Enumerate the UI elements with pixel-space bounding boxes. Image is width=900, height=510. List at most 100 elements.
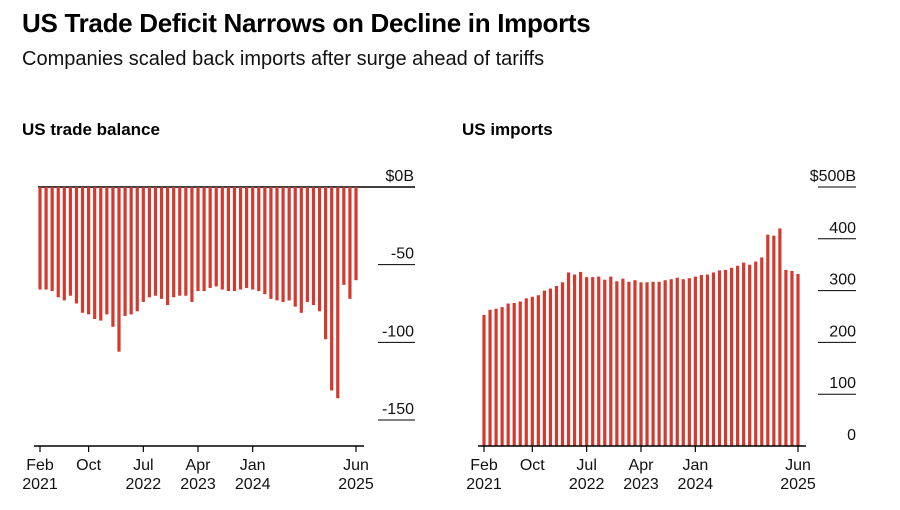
trade-balance-bar [178,187,182,296]
trade-balance-bar [196,187,200,292]
trade-balance-bar [135,187,139,312]
trade-balance-y-tick-label: $0B [386,168,414,185]
imports-bar [651,281,655,446]
imports-bar [615,281,619,446]
imports-bar [742,262,746,446]
imports-bar [572,274,577,446]
imports-bar [609,276,613,446]
trade-balance-bar [166,187,170,306]
trade-balance-bar [238,187,243,290]
trade-balance-bar [141,187,145,302]
imports-bar [796,274,800,446]
imports-bar [748,264,752,446]
chart-title: US Trade Deficit Narrows on Decline in I… [22,8,591,38]
imports-bar [766,234,770,446]
imports-bar [778,228,782,446]
trade-balance-bar [208,187,212,288]
imports-x-tick-label: Jun [785,457,811,474]
trade-balance-x-tick-label: Jan [240,457,266,474]
imports-chart: 0 100 200 300 400 $500B Feb 2021 Oct Jul 2022 Apr 20… [466,168,856,493]
trade-balance-bar [317,187,322,312]
trade-balance-x-tick-year-label: 2021 [22,476,58,493]
imports-x-tick-label: Apr [629,457,655,474]
trade-balance-bar [68,187,72,296]
trade-balance-y-tick-label: -50 [391,246,414,263]
trade-balance-bar [214,187,218,287]
imports-y-tick-label: 300 [829,272,856,289]
imports-bar [548,288,553,446]
imports-bar [585,277,589,446]
trade-balance-bar [330,187,334,391]
imports-bar [506,303,510,446]
trade-balance-bar [62,187,66,301]
imports-x-tick-year-label: 2024 [678,476,714,493]
imports-bar [566,272,571,446]
trade-balance-bar [105,187,109,315]
imports-x-tick-label: Jan [682,457,708,474]
trade-balance-bar [226,187,230,292]
trade-balance-x-tick-label: Oct [76,457,101,474]
imports-bar [663,280,667,446]
imports-bar [500,307,504,446]
trade-balance-x-tick-label: Jun [343,457,369,474]
imports-bar [657,281,661,446]
imports-bar [603,279,607,446]
imports-x-tick-year-label: 2022 [569,476,605,493]
trade-balance-bar [50,187,54,292]
imports-bar [633,280,637,446]
trade-balance-x-tick-label: Feb [26,457,54,474]
imports-bar [512,303,516,446]
trade-balance-x-tick-year-label: 2024 [235,476,271,493]
imports-y-tick-label: 400 [829,220,856,237]
imports-bar [717,270,722,446]
imports-bar [736,265,740,446]
trade-balance-bar [111,187,115,327]
trade-balance-bar [117,187,121,352]
imports-x-tick-label: Jul [576,457,596,474]
imports-x-tick-label: Feb [470,457,498,474]
trade-balance-bar [172,187,176,298]
trade-balance-bar [80,187,85,313]
imports-bar [784,269,788,446]
trade-balance-bar [311,187,316,306]
imports-bar [542,290,546,446]
imports-bar [524,298,528,446]
imports-bar [645,282,649,446]
trade-balance-bar [184,187,188,296]
trade-balance-bar [251,187,255,290]
trade-balance-bar [56,187,60,298]
imports-bar [693,276,697,446]
imports-panel-title: US imports [462,120,553,139]
imports-bar [705,274,710,446]
imports-x-tick-year-label: 2023 [623,476,659,493]
imports-bar [681,279,685,446]
trade-balance-bar [293,187,297,307]
imports-bar [669,279,673,446]
imports-bar [518,301,522,446]
trade-balance-x-tick-year-label: 2023 [180,476,216,493]
imports-y-tick-label: 0 [847,427,856,444]
imports-bar [711,272,716,446]
imports-x-tick-year-label: 2025 [780,476,816,493]
imports-bar [723,269,728,446]
trade-balance-bar [348,187,352,299]
trade-balance-bar [287,187,291,301]
imports-bar [675,277,679,446]
imports-bar [772,235,776,446]
trade-balance-bar [38,187,42,290]
trade-balance-bar [269,187,273,299]
imports-bar [754,261,758,446]
trade-balance-x-tick-year-label: 2022 [126,476,162,493]
trade-balance-bar [324,187,328,340]
imports-bar [639,282,643,446]
imports-bar [760,257,764,446]
trade-balance-x-tick-label: Jul [133,457,153,474]
trade-balance-bar [305,187,309,302]
imports-bar [699,275,703,446]
imports-bar [488,309,492,446]
trade-balance-bar [299,187,303,313]
trade-balance-bar [123,187,127,316]
imports-bar [536,295,540,446]
imports-x-tick-year-label: 2021 [466,476,502,493]
